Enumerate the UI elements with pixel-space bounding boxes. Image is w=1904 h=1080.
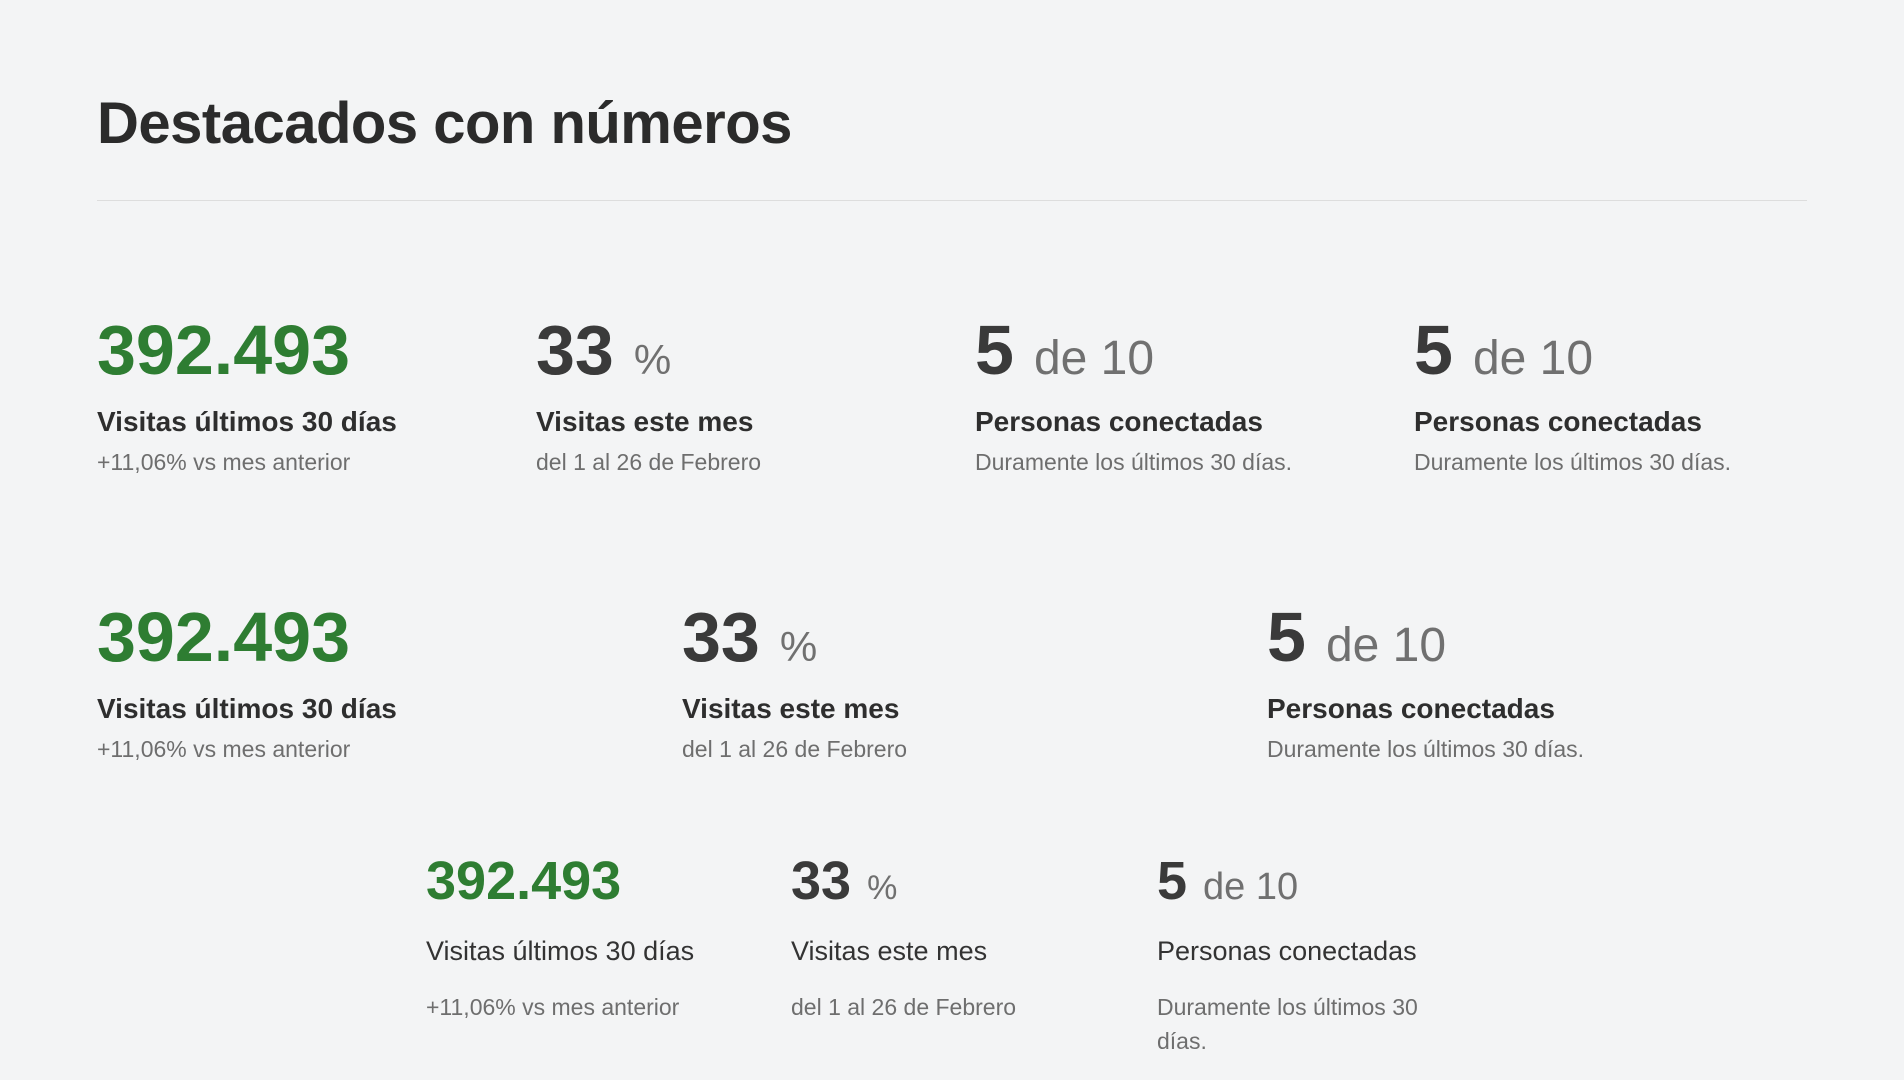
stat-label: Personas conectadas [1157,936,1417,966]
stat-visits-this-month: 33% Visitas este mes del 1 al 26 de Febr… [682,602,907,764]
stat-people-connected: 5 de 10 Personas conectadas Duramente los… [1414,315,1731,477]
stat-label: Visitas este mes [791,936,988,966]
stat-value: 5 [1267,598,1306,676]
stat-value: 5 [1157,851,1188,911]
stat-value: 33 [682,598,760,676]
stat-unit: de 10 [1033,332,1155,385]
stat-unit: de 10 [1203,866,1299,908]
stat-visits-30-days: 392.493 Visitas últimos 30 días +11,06% … [97,602,397,764]
page-title: Destacados con números [97,91,792,156]
stat-subtext: del 1 al 26 de Febrero [791,994,1017,1020]
stat-subtext: Duramente los últimos 30 días. [1267,736,1585,762]
stat-subtext: Duramente los últimos 30 días. [975,449,1293,475]
title-divider [97,200,1807,201]
stat-unit: % [633,336,672,383]
stat-value: 33 [536,311,614,389]
stat-subtext: del 1 al 26 de Febrero [536,449,762,475]
stat-unit: % [867,869,898,907]
stat-subtext: Duramente los últimos 30 días. [1414,449,1732,475]
stat-subtext: +11,06% vs mes anterior [97,449,351,475]
stat-people-connected: 5 de 10 Personas conectadas Duramente los… [1267,602,1584,764]
stat-people-connected: 5 de 10 Personas conectadas Duramente los… [1157,854,1457,1058]
stat-value: 33 [791,851,852,911]
stat-label: Visitas últimos 30 días [97,406,397,437]
stat-value: 5 [975,311,1014,389]
stat-label: Visitas últimos 30 días [426,936,695,966]
stat-unit: % [779,623,818,670]
stat-subtext: +11,06% vs mes anterior [97,736,351,762]
stat-unit: de 10 [1325,619,1447,672]
stat-visits-30-days: 392.493 Visitas últimos 30 días +11,06% … [97,315,397,477]
stat-visits-this-month: 33% Visitas este mes del 1 al 26 de Febr… [536,315,761,477]
stat-label: Visitas últimos 30 días [97,693,397,724]
stat-label: Visitas este mes [682,693,900,724]
stat-people-connected: 5 de 10 Personas conectadas Duramente los… [975,315,1292,477]
stat-value: 392.493 [97,311,351,389]
stat-visits-this-month: 33% Visitas este mes del 1 al 26 de Febr… [791,854,1091,1024]
stat-value: 392.493 [426,851,622,911]
stat-label: Personas conectadas [1267,693,1555,724]
stat-subtext: +11,06% vs mes anterior [426,994,680,1020]
stat-value: 5 [1414,311,1453,389]
stat-subtext: del 1 al 26 de Febrero [682,736,908,762]
stat-unit: de 10 [1472,332,1594,385]
stat-value: 392.493 [97,598,351,676]
stat-label: Personas conectadas [975,406,1263,437]
stat-label: Visitas este mes [536,406,754,437]
stat-subtext: Duramente los últimos 30 días. [1157,994,1418,1054]
stat-label: Personas conectadas [1414,406,1702,437]
stat-visits-30-days: 392.493 Visitas últimos 30 días +11,06% … [426,854,726,1024]
